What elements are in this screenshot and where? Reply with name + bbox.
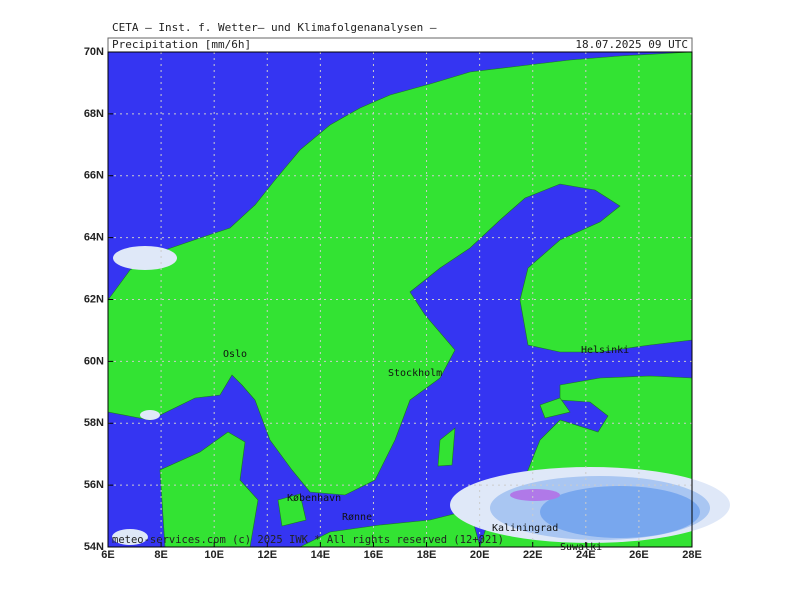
map-title: Precipitation [mm/6h]	[112, 38, 251, 51]
x-tick-label: 10E	[204, 549, 224, 561]
land	[159, 431, 259, 548]
y-tick-label: 60N	[84, 355, 104, 367]
x-tick-label: 24E	[576, 549, 596, 561]
city-label: Oslo	[223, 349, 247, 360]
header-title: CETA — Inst. f. Wetter— und Klimafolgena…	[112, 21, 437, 34]
land	[277, 493, 307, 527]
x-tick-label: 28E	[682, 549, 702, 561]
y-tick-label: 54N	[84, 541, 104, 553]
land	[539, 397, 571, 419]
x-tick-label: 12E	[257, 549, 277, 561]
x-tick-label: 22E	[523, 549, 543, 561]
precipitation	[540, 486, 700, 538]
y-tick-label: 58N	[84, 417, 104, 429]
x-tick-label: 6E	[101, 549, 114, 561]
x-tick-label: 16E	[364, 549, 384, 561]
x-tick-label: 14E	[311, 549, 331, 561]
footer: meteo-services.com (c) 2025 IWK * All ri…	[112, 534, 504, 546]
city-label: Stockholm	[388, 368, 442, 379]
x-tick-label: 20E	[470, 549, 490, 561]
precipitation	[510, 489, 560, 501]
y-tick-label: 66N	[84, 170, 104, 182]
precipitation	[140, 410, 160, 420]
city-label: København	[287, 493, 341, 504]
land	[107, 51, 693, 496]
city-label: Helsinki	[581, 345, 629, 356]
map-frame	[107, 51, 693, 548]
city-label: Rønne	[342, 512, 372, 523]
y-tick-label: 62N	[84, 293, 104, 305]
map-timestamp: 18.07.2025 09 UTC	[575, 38, 688, 51]
land	[437, 427, 456, 467]
city-label: Kaliningrad	[492, 523, 558, 534]
y-tick-label: 64N	[84, 232, 104, 244]
precipitation	[113, 246, 177, 270]
y-tick-label: 68N	[84, 108, 104, 120]
precipitation	[112, 529, 148, 545]
x-tick-label: 26E	[629, 549, 649, 561]
x-tick-label: 18E	[417, 549, 437, 561]
y-tick-label: 56N	[84, 479, 104, 491]
y-tick-label: 70N	[84, 46, 104, 58]
x-tick-label: 8E	[154, 549, 167, 561]
